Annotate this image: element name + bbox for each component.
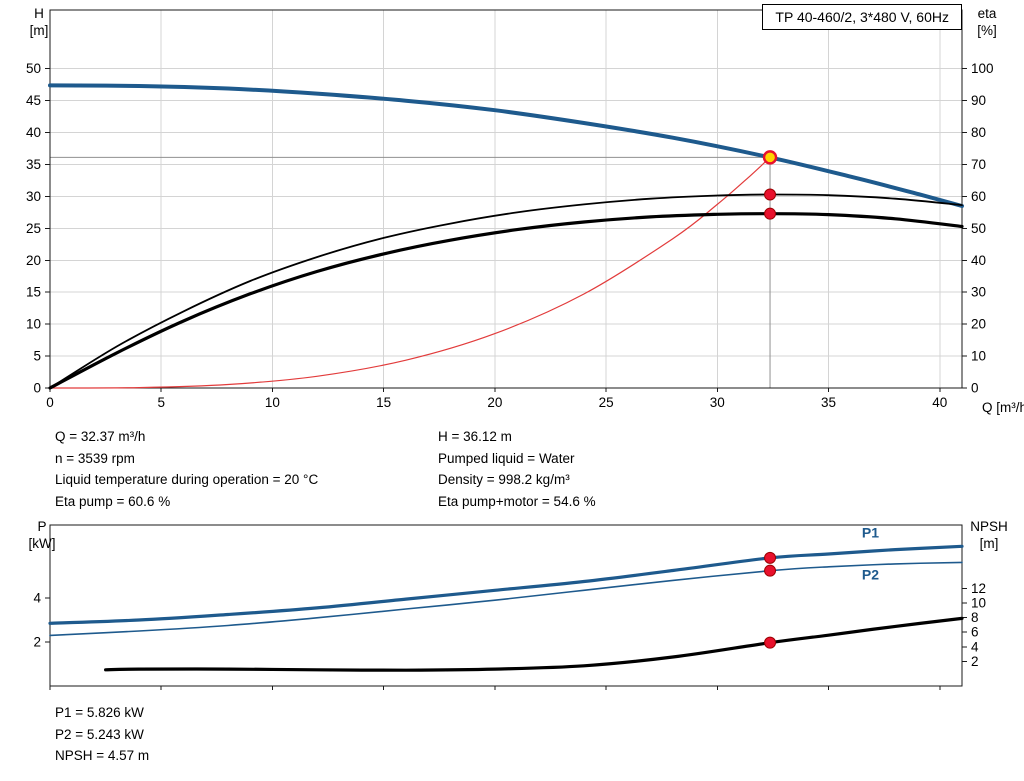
- svg-text:5: 5: [33, 349, 41, 364]
- svg-text:10: 10: [971, 349, 986, 364]
- value-marker: [764, 551, 777, 564]
- info-npsh: NPSH = 4.57 m: [55, 748, 150, 764]
- info-eta-pump: Eta pump = 60.6 %: [55, 493, 171, 509]
- pump-model-box: TP 40-460/2, 3*480 V, 60Hz: [762, 4, 962, 30]
- svg-text:20: 20: [971, 317, 986, 332]
- svg-text:35: 35: [26, 157, 41, 172]
- svg-text:12: 12: [971, 581, 986, 596]
- svg-text:10: 10: [265, 395, 280, 410]
- svg-text:40: 40: [971, 253, 986, 268]
- svg-text:40: 40: [26, 125, 41, 140]
- duty-point-marker: [762, 150, 778, 165]
- svg-text:100: 100: [971, 61, 994, 76]
- svg-text:30: 30: [26, 189, 41, 204]
- svg-text:0: 0: [971, 381, 979, 396]
- p-axis-unit: [kW]: [28, 536, 56, 551]
- svg-text:20: 20: [26, 253, 41, 268]
- p2-curve: [49, 561, 963, 637]
- info-p1: P1 = 5.826 kW: [55, 705, 144, 720]
- info-density: Density = 998.2 kg/m³: [438, 472, 570, 488]
- svg-text:15: 15: [376, 395, 391, 410]
- npsh-curve: [104, 616, 964, 672]
- value-marker: [764, 636, 777, 649]
- svg-text:5: 5: [157, 395, 165, 410]
- svg-text:4: 4: [971, 639, 979, 654]
- info-p2: P2 = 5.243 kW: [55, 726, 144, 742]
- info-head: H = 36.12 m: [438, 429, 512, 444]
- info-speed: n = 3539 rpm: [55, 450, 135, 466]
- p1-curve-label: P1: [862, 525, 879, 541]
- h-axis-title: H [m]: [24, 5, 54, 39]
- svg-text:2: 2: [33, 635, 41, 650]
- npsh-axis-symbol: NPSH: [970, 519, 1008, 534]
- eta-pump-curve: [49, 193, 963, 389]
- value-marker: [764, 188, 777, 201]
- value-marker: [764, 564, 777, 577]
- h-axis-unit: [m]: [29, 23, 49, 38]
- duty-info-left: Q = 32.37 m³/h n = 3539 rpm Liquid tempe…: [55, 426, 318, 512]
- npsh-axis-unit: [m]: [979, 536, 999, 551]
- svg-text:80: 80: [971, 125, 986, 140]
- info-flow: Q = 32.37 m³/h: [55, 429, 146, 444]
- svg-text:20: 20: [487, 395, 502, 410]
- svg-text:25: 25: [26, 221, 41, 236]
- svg-text:4: 4: [33, 591, 41, 606]
- svg-text:30: 30: [710, 395, 725, 410]
- svg-text:30: 30: [971, 285, 986, 300]
- eta-axis-unit: [%]: [977, 23, 997, 38]
- eta-axis-title: eta [%]: [966, 5, 1008, 39]
- info-liquid-temperature: Liquid temperature during operation = 20…: [55, 472, 319, 488]
- head-curve: [48, 83, 964, 208]
- eta-pump-motor-curve: [48, 212, 964, 390]
- value-marker: [764, 207, 777, 220]
- svg-text:45: 45: [26, 93, 41, 108]
- svg-text:40: 40: [932, 395, 947, 410]
- svg-text:35: 35: [821, 395, 836, 410]
- duty-info-right: H = 36.12 m Pumped liquid = Water Densit…: [438, 426, 596, 512]
- svg-text:2: 2: [971, 654, 979, 669]
- svg-text:0: 0: [46, 395, 54, 410]
- svg-text:90: 90: [971, 93, 986, 108]
- power-info-block: P1 = 5.826 kW P2 = 5.243 kW NPSH = 4.57 …: [55, 702, 149, 767]
- h-axis-symbol: H: [34, 6, 44, 21]
- svg-text:6: 6: [971, 625, 979, 640]
- svg-text:25: 25: [599, 395, 614, 410]
- svg-text:50: 50: [971, 221, 986, 236]
- p2-curve-label: P2: [862, 566, 879, 582]
- svg-text:50: 50: [26, 61, 41, 76]
- eta-axis-symbol: eta: [977, 6, 997, 21]
- system-curve: [49, 156, 771, 389]
- chart-qh: 0 5 10 15 20 25 30 35 40 0 5 10 15 20 25 30 35 40 45 50 0 10 2…: [26, 9, 994, 410]
- p1-curve: [48, 544, 964, 625]
- svg-text:70: 70: [971, 157, 986, 172]
- npsh-axis-title: NPSH [m]: [962, 518, 1016, 552]
- p-axis-title: P [kW]: [24, 518, 60, 552]
- svg-text:0: 0: [33, 381, 41, 396]
- svg-text:8: 8: [971, 610, 979, 625]
- svg-text:60: 60: [971, 189, 986, 204]
- info-eta-pump-motor: Eta pump+motor = 54.6 %: [438, 493, 596, 509]
- info-pumped-liquid: Pumped liquid = Water: [438, 450, 575, 466]
- q-axis-title: Q [m³/h]: [982, 400, 1024, 415]
- svg-text:10: 10: [26, 317, 41, 332]
- pump-model-label: TP 40-460/2, 3*480 V, 60Hz: [775, 9, 949, 25]
- p-axis-symbol: P: [37, 519, 47, 534]
- svg-text:10: 10: [971, 596, 986, 611]
- svg-text:15: 15: [26, 285, 41, 300]
